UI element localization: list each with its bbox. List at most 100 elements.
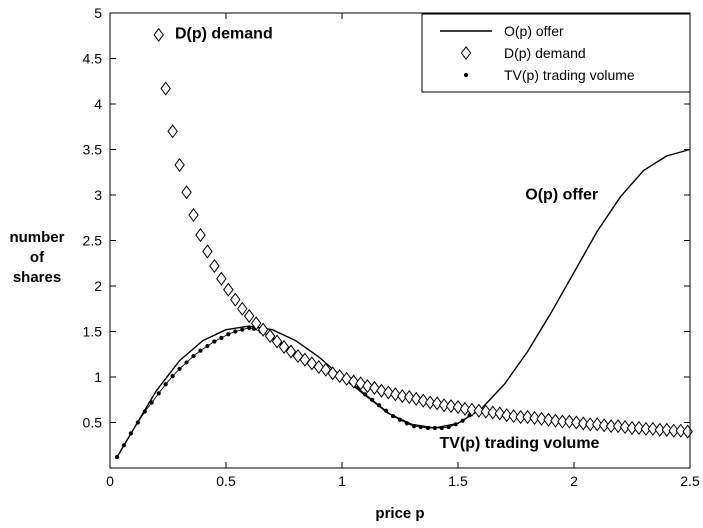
point-trading-volume [377,403,382,408]
x-tick-label: 2.5 [680,473,700,489]
x-tick-label: 0 [106,473,114,489]
point-demand [334,369,345,384]
point-trading-volume [446,424,451,430]
y-tick-label: 2.5 [83,233,103,249]
series-layer [114,27,693,460]
legend-markers [440,30,492,78]
point-trading-volume [163,382,168,387]
point-trading-volume [177,366,182,371]
x-tick-label: 0.5 [216,473,236,489]
point-trading-volume [432,425,437,431]
point-trading-volume [425,425,430,431]
y-axis-label-line: shares [13,269,61,286]
point-demand [431,396,443,411]
point-demand [223,282,234,297]
point-trading-volume [212,339,217,344]
point-demand [452,399,464,415]
annotation-demand: D(p) demand [175,25,273,42]
y-tick-label: 4 [94,96,102,112]
point-demand [348,374,359,389]
point-demand [362,379,373,394]
point-demand [209,258,220,274]
point-demand [647,421,659,436]
point-trading-volume [397,417,403,422]
point-demand [661,422,673,437]
point-trading-volume [390,414,396,419]
point-demand [668,423,679,438]
legend-entry-trading-volume: TV(p) trading volume [504,67,635,83]
annotation-offer: O(p) offer [525,187,598,204]
y-axis-label: number of shares [9,229,64,286]
point-demand [216,271,227,286]
annotations: D(p) demand O(p) offer TV(p) trading vol… [175,25,600,452]
point-trading-volume [247,325,252,330]
point-demand [619,420,631,435]
point-trading-volume [135,420,140,425]
point-demand [383,385,394,400]
point-demand [376,383,387,398]
point-trading-volume [383,408,389,413]
y-tick-label: 1 [94,369,102,385]
y-axis-label-line: of [30,249,45,266]
point-demand [292,349,304,364]
point-demand [411,391,422,406]
point-demand [501,408,512,423]
point-demand [480,404,492,419]
point-trading-volume [226,332,231,337]
point-demand [536,411,547,426]
point-demand [571,415,582,430]
legend: O(p) offer D(p) demand TV(p) trading vol… [421,13,691,93]
x-tick-label: 2 [570,473,578,489]
point-trading-volume [128,431,133,436]
point-demand [557,414,568,429]
point-trading-volume [205,343,210,349]
y-tick-label: 2 [94,278,102,294]
point-trading-volume [149,400,154,405]
point-trading-volume [370,397,375,402]
point-demand [466,402,478,417]
ticks-layer [109,12,691,468]
legend-entry-demand: D(p) demand [504,45,586,61]
point-demand [202,244,213,259]
point-demand [306,356,318,371]
point-demand [264,329,276,344]
point-trading-volume [170,373,175,379]
y-tick-label: 1.5 [83,324,103,340]
point-demand [153,27,164,42]
legend-entry-offer: O(p) offer [504,23,564,39]
point-trading-volume [418,424,423,430]
point-demand [515,410,526,425]
point-demand [285,344,297,359]
y-tick-label: 3 [94,187,102,203]
point-trading-volume [404,421,410,426]
point-demand [612,419,624,434]
point-demand [181,185,192,200]
y-axis-label-line: number [9,229,64,246]
point-trading-volume [363,392,368,397]
point-demand [188,207,199,223]
point-trading-volume [460,418,465,423]
x-axis-label: price p [375,505,424,522]
point-demand [257,322,269,337]
point-demand [278,339,290,355]
point-demand [404,389,415,405]
point-demand [237,301,248,316]
point-demand [424,395,436,410]
point-demand [174,157,185,173]
point-demand [543,412,554,427]
point-demand [550,413,561,428]
point-trading-volume [114,454,120,460]
point-demand [341,371,352,386]
point-demand [591,417,603,432]
y-tick-label: 3.5 [83,142,103,158]
point-demand [508,409,519,424]
annotation-trading-volume: TV(p) trading volume [439,435,599,452]
point-demand [250,316,262,331]
point-trading-volume [411,424,417,429]
point-demand [626,420,638,435]
point-demand [417,393,429,408]
point-trading-volume [233,329,238,334]
point-trading-volume [191,353,196,359]
point-demand [633,420,645,435]
